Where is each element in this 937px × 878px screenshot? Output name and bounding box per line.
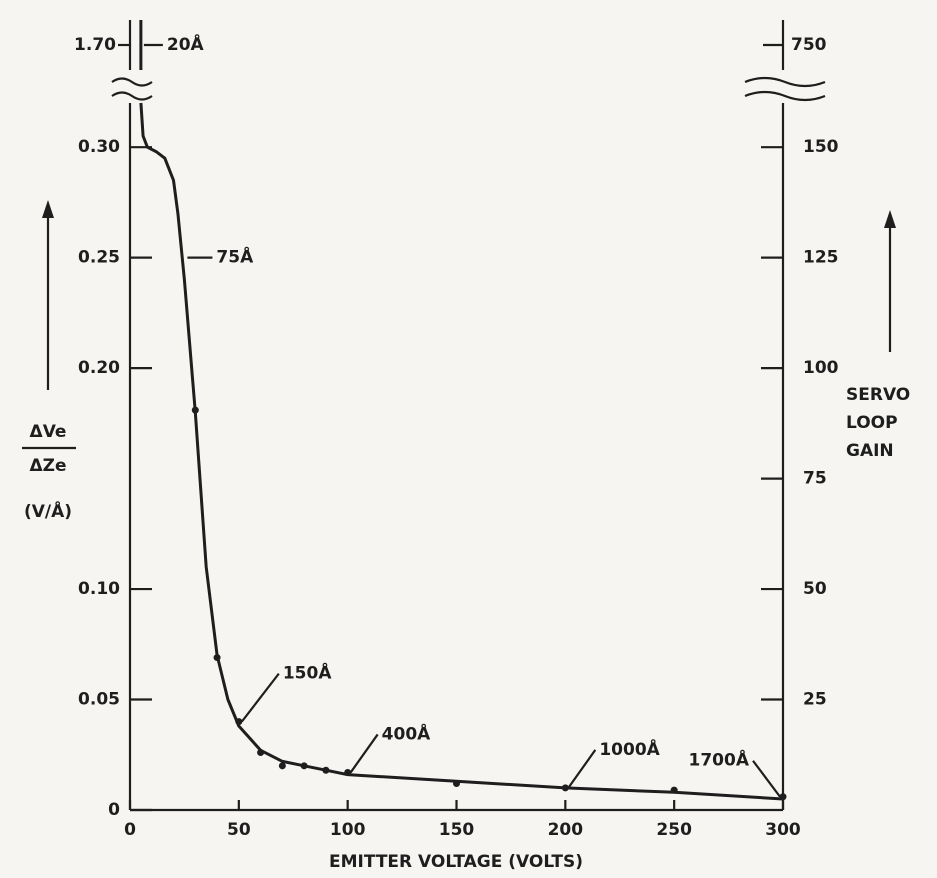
data-point: [561, 784, 569, 792]
y2-tick-label: 125: [803, 248, 839, 268]
data-point: [344, 768, 352, 776]
y-tick-label: 0.10: [78, 579, 120, 599]
y2-tick-label: 25: [803, 690, 827, 710]
annotation: 150Å: [283, 661, 332, 684]
y-label-numerator: ΔVe: [30, 422, 67, 442]
y2-tick-label: 150: [803, 137, 839, 157]
upper-y-tick-label: 1.70: [74, 35, 116, 55]
y-tick-label: 0.05: [78, 690, 120, 710]
data-point: [670, 786, 678, 794]
y-tick-label: 0.30: [78, 137, 120, 157]
annotation-leader: [349, 733, 379, 774]
x-tick-label: 150: [439, 820, 475, 840]
y2-label-line: GAIN: [846, 441, 894, 461]
x-tick-label: 100: [330, 820, 366, 840]
data-point: [191, 406, 199, 414]
data-point: [779, 793, 787, 801]
y2-label-line: SERVO: [846, 385, 910, 405]
y2-label-line: LOOP: [846, 413, 898, 433]
right-break: [744, 76, 826, 102]
y-tick-label: 0: [108, 800, 120, 820]
y2-arrow-head: [884, 210, 896, 228]
x-tick-label: 50: [227, 820, 251, 840]
data-point: [213, 654, 221, 662]
x-axis-label: EMITTER VOLTAGE (VOLTS): [329, 852, 583, 872]
annotation-leader: [567, 749, 597, 789]
data-point: [235, 718, 243, 726]
y2-tick-label: 75: [803, 469, 827, 489]
y-tick-label: 0.20: [78, 358, 120, 378]
annotation: 75Å: [216, 245, 254, 268]
annotation-leader: [240, 672, 280, 723]
x-tick-label: 0: [124, 820, 136, 840]
data-point: [453, 779, 460, 787]
y2-tick-label: 100: [803, 358, 839, 378]
y-tick-label: 0.25: [78, 248, 120, 268]
annotation: 1700Å: [689, 748, 750, 771]
upper-y2-tick-label: 750: [791, 35, 827, 55]
y2-tick-label: 50: [803, 579, 827, 599]
y-label-denominator: ΔZe: [29, 456, 66, 476]
annotation: 400Å: [382, 721, 431, 744]
axis-breaks: [111, 76, 826, 102]
y-label-units: (V/Å): [24, 499, 72, 522]
annotation-leader: [752, 760, 781, 798]
data-point: [300, 762, 308, 770]
annotation: 1000Å: [599, 737, 660, 760]
data-point: [278, 762, 286, 770]
y-arrow-head: [42, 200, 54, 218]
x-tick-label: 300: [765, 820, 801, 840]
data-point: [257, 749, 265, 757]
left-break: [111, 77, 153, 101]
x-tick-label: 200: [548, 820, 584, 840]
curve: [139, 102, 784, 801]
data-point: [322, 766, 330, 774]
annotation: 20Å: [167, 32, 205, 55]
x-tick-label: 250: [656, 820, 692, 840]
